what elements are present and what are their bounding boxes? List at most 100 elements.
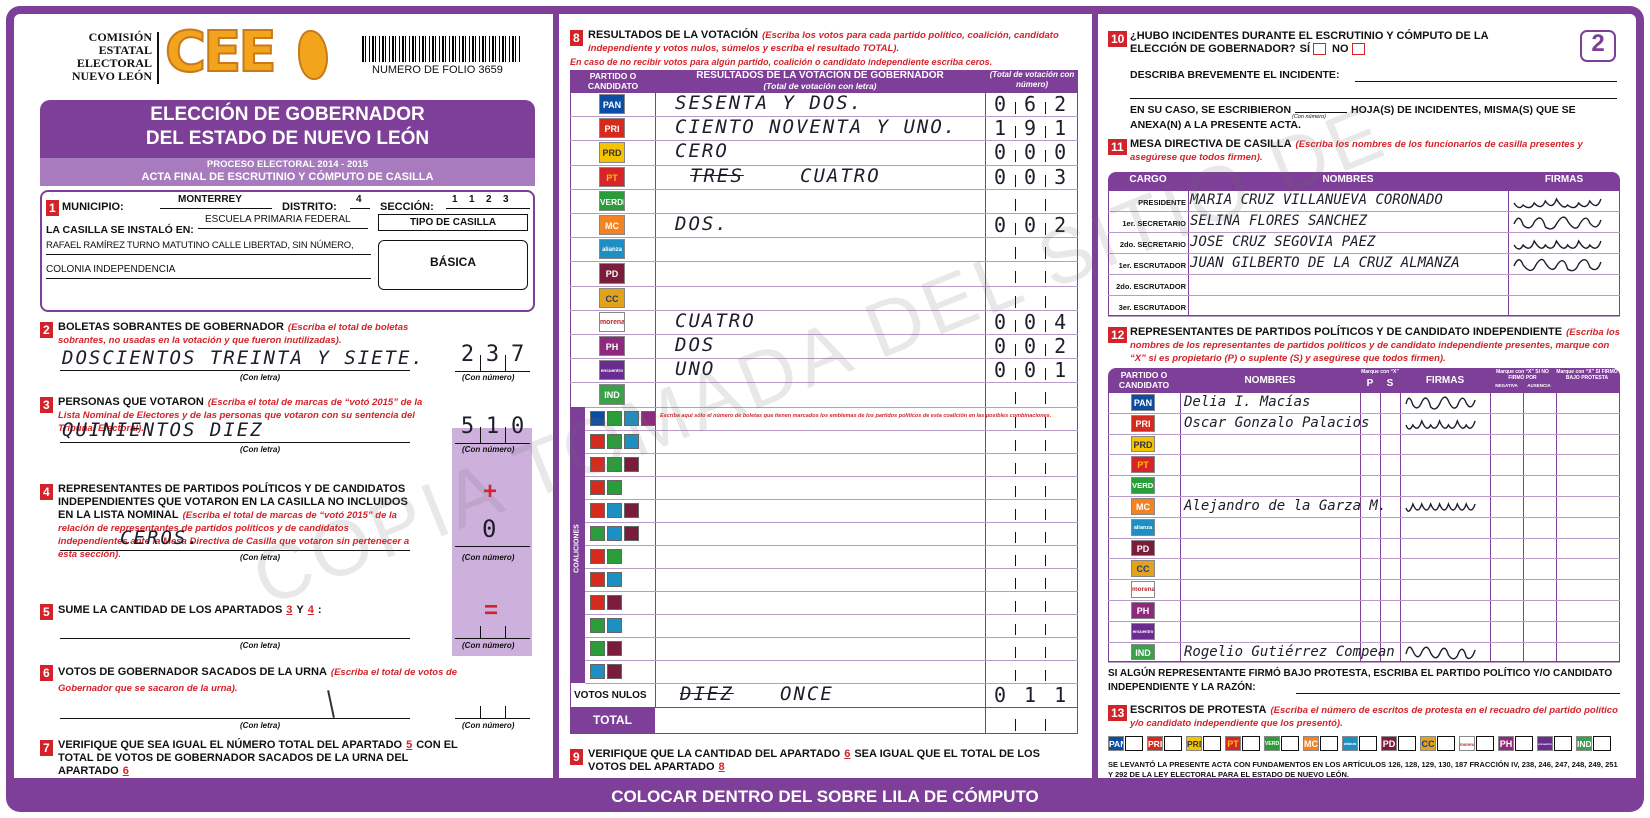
rule: [585, 499, 1078, 500]
rule: [1045, 578, 1046, 589]
rule: [985, 92, 986, 734]
rule: [1045, 126, 1046, 139]
coalition-emblem: [624, 411, 639, 426]
page-number-box: [1580, 30, 1616, 62]
column-header: (Total de votación con número): [989, 70, 1075, 89]
page-number: 2: [1591, 30, 1605, 57]
value: COLONIA INDEPENDENCIA: [46, 264, 176, 275]
entry-box: [1554, 736, 1572, 751]
party-logo: PRI: [1131, 414, 1155, 432]
section-number: 13: [1108, 705, 1128, 721]
signature: [1513, 197, 1602, 209]
signature: [1405, 646, 1476, 660]
instruction: Escriba aquí sólo el número de boletas q…: [660, 413, 1052, 419]
party-logo: PH: [1498, 736, 1514, 751]
coalition-emblem: [624, 526, 639, 541]
rule: [1015, 555, 1016, 566]
rule: [1045, 247, 1046, 260]
section-heading: ESCRITOS DE PROTESTA (Escriba el número d…: [1130, 704, 1620, 730]
party-logo: IND: [599, 384, 625, 405]
value: ESCUELA PRIMARIA FEDERAL: [205, 214, 351, 225]
entry-box: [1320, 736, 1338, 751]
rule: [1045, 392, 1046, 405]
rule: [1015, 532, 1016, 543]
coalition-emblem: [624, 434, 639, 449]
rule: [160, 208, 272, 209]
handwritten-text: Alejandro de la Garza M.: [1184, 498, 1387, 514]
blank: [1295, 103, 1348, 113]
rule: [1015, 486, 1016, 497]
rule: [1015, 126, 1016, 139]
party-logo: CC: [1131, 560, 1155, 578]
rule: [1045, 486, 1046, 497]
subtitle: PROCESO ELECTORAL 2014 - 2015: [206, 159, 369, 170]
rule: [1108, 232, 1620, 233]
rule: [455, 546, 530, 547]
coalition-emblem: [590, 503, 605, 518]
label: SECCIÓN:: [380, 201, 434, 213]
handwritten-number: 191: [994, 116, 1085, 141]
text: BOLETAS SOBRANTES DE GOBERNADOR: [58, 321, 284, 333]
rule: [1045, 368, 1046, 381]
rule: [570, 382, 1078, 384]
rule: [46, 278, 371, 279]
coalition-emblem: [607, 595, 622, 610]
section-heading: VOTOS DE GOBERNADOR SACADOS DE LA URNA (E…: [58, 664, 458, 696]
party-logo: IND: [1576, 736, 1592, 751]
coalition-emblem: [607, 411, 622, 426]
rule: [455, 638, 530, 639]
rule: [1015, 463, 1016, 474]
rule: [60, 718, 410, 719]
entry-box: [1515, 736, 1533, 751]
rule: [585, 430, 1078, 431]
title: DEL ESTADO DE NUEVO LEÓN: [145, 128, 430, 149]
handwritten-number: 001: [994, 358, 1085, 383]
text: SÍ: [1299, 43, 1311, 55]
rule: [1015, 247, 1016, 260]
rule: [553, 14, 559, 784]
rule: [1045, 624, 1046, 635]
rule: [1015, 368, 1016, 381]
section-number: 4: [40, 484, 53, 500]
caption: (Con número): [462, 445, 515, 454]
org-name: NUEVO LEÓN: [71, 69, 152, 83]
text: 6: [844, 748, 851, 760]
rule: [480, 355, 481, 371]
coalition-emblem: [624, 503, 639, 518]
party-logo: PRI: [1147, 736, 1163, 751]
title: ELECCIÓN DE GOBERNADOR: [150, 104, 425, 125]
coalition-emblem: [607, 526, 622, 541]
coalition-emblem: [607, 549, 622, 564]
coalition-emblem: [590, 434, 605, 449]
value: 2: [486, 194, 492, 205]
instruction: En caso de no recibir votos para algún p…: [570, 57, 993, 67]
party-logo: VERDE: [599, 190, 625, 211]
party-logo: PT: [599, 166, 625, 187]
rule: [480, 706, 481, 718]
rule: [1360, 392, 1361, 663]
rule: [1015, 624, 1016, 635]
text: NO: [1332, 43, 1349, 55]
text: 3: [286, 604, 293, 616]
rule: [60, 370, 410, 371]
section-heading: VERIFIQUE QUE SEA IGUAL EL NÚMERO TOTAL …: [58, 739, 478, 778]
handwritten-number: 000: [994, 140, 1085, 165]
party-logo: alianza: [599, 239, 625, 260]
section-box: [40, 190, 535, 312]
folio: NUMERO DE FOLIO 3659: [372, 64, 503, 76]
signature: [1513, 216, 1602, 230]
caption: (Con letra): [240, 445, 280, 454]
rule: [1380, 392, 1381, 663]
rule: [1130, 98, 1617, 99]
column-header: P: [1366, 378, 1374, 389]
rule: [585, 522, 1078, 523]
rule: [570, 261, 1078, 263]
section-number: 7: [40, 740, 53, 756]
coalition-emblem: [607, 618, 622, 633]
section-number: 6: [40, 665, 53, 681]
party-logo: MC: [1303, 736, 1319, 751]
rule: [1108, 316, 1620, 317]
org-name: ELECTORAL: [76, 56, 152, 70]
party-logo: PT: [1225, 736, 1241, 751]
